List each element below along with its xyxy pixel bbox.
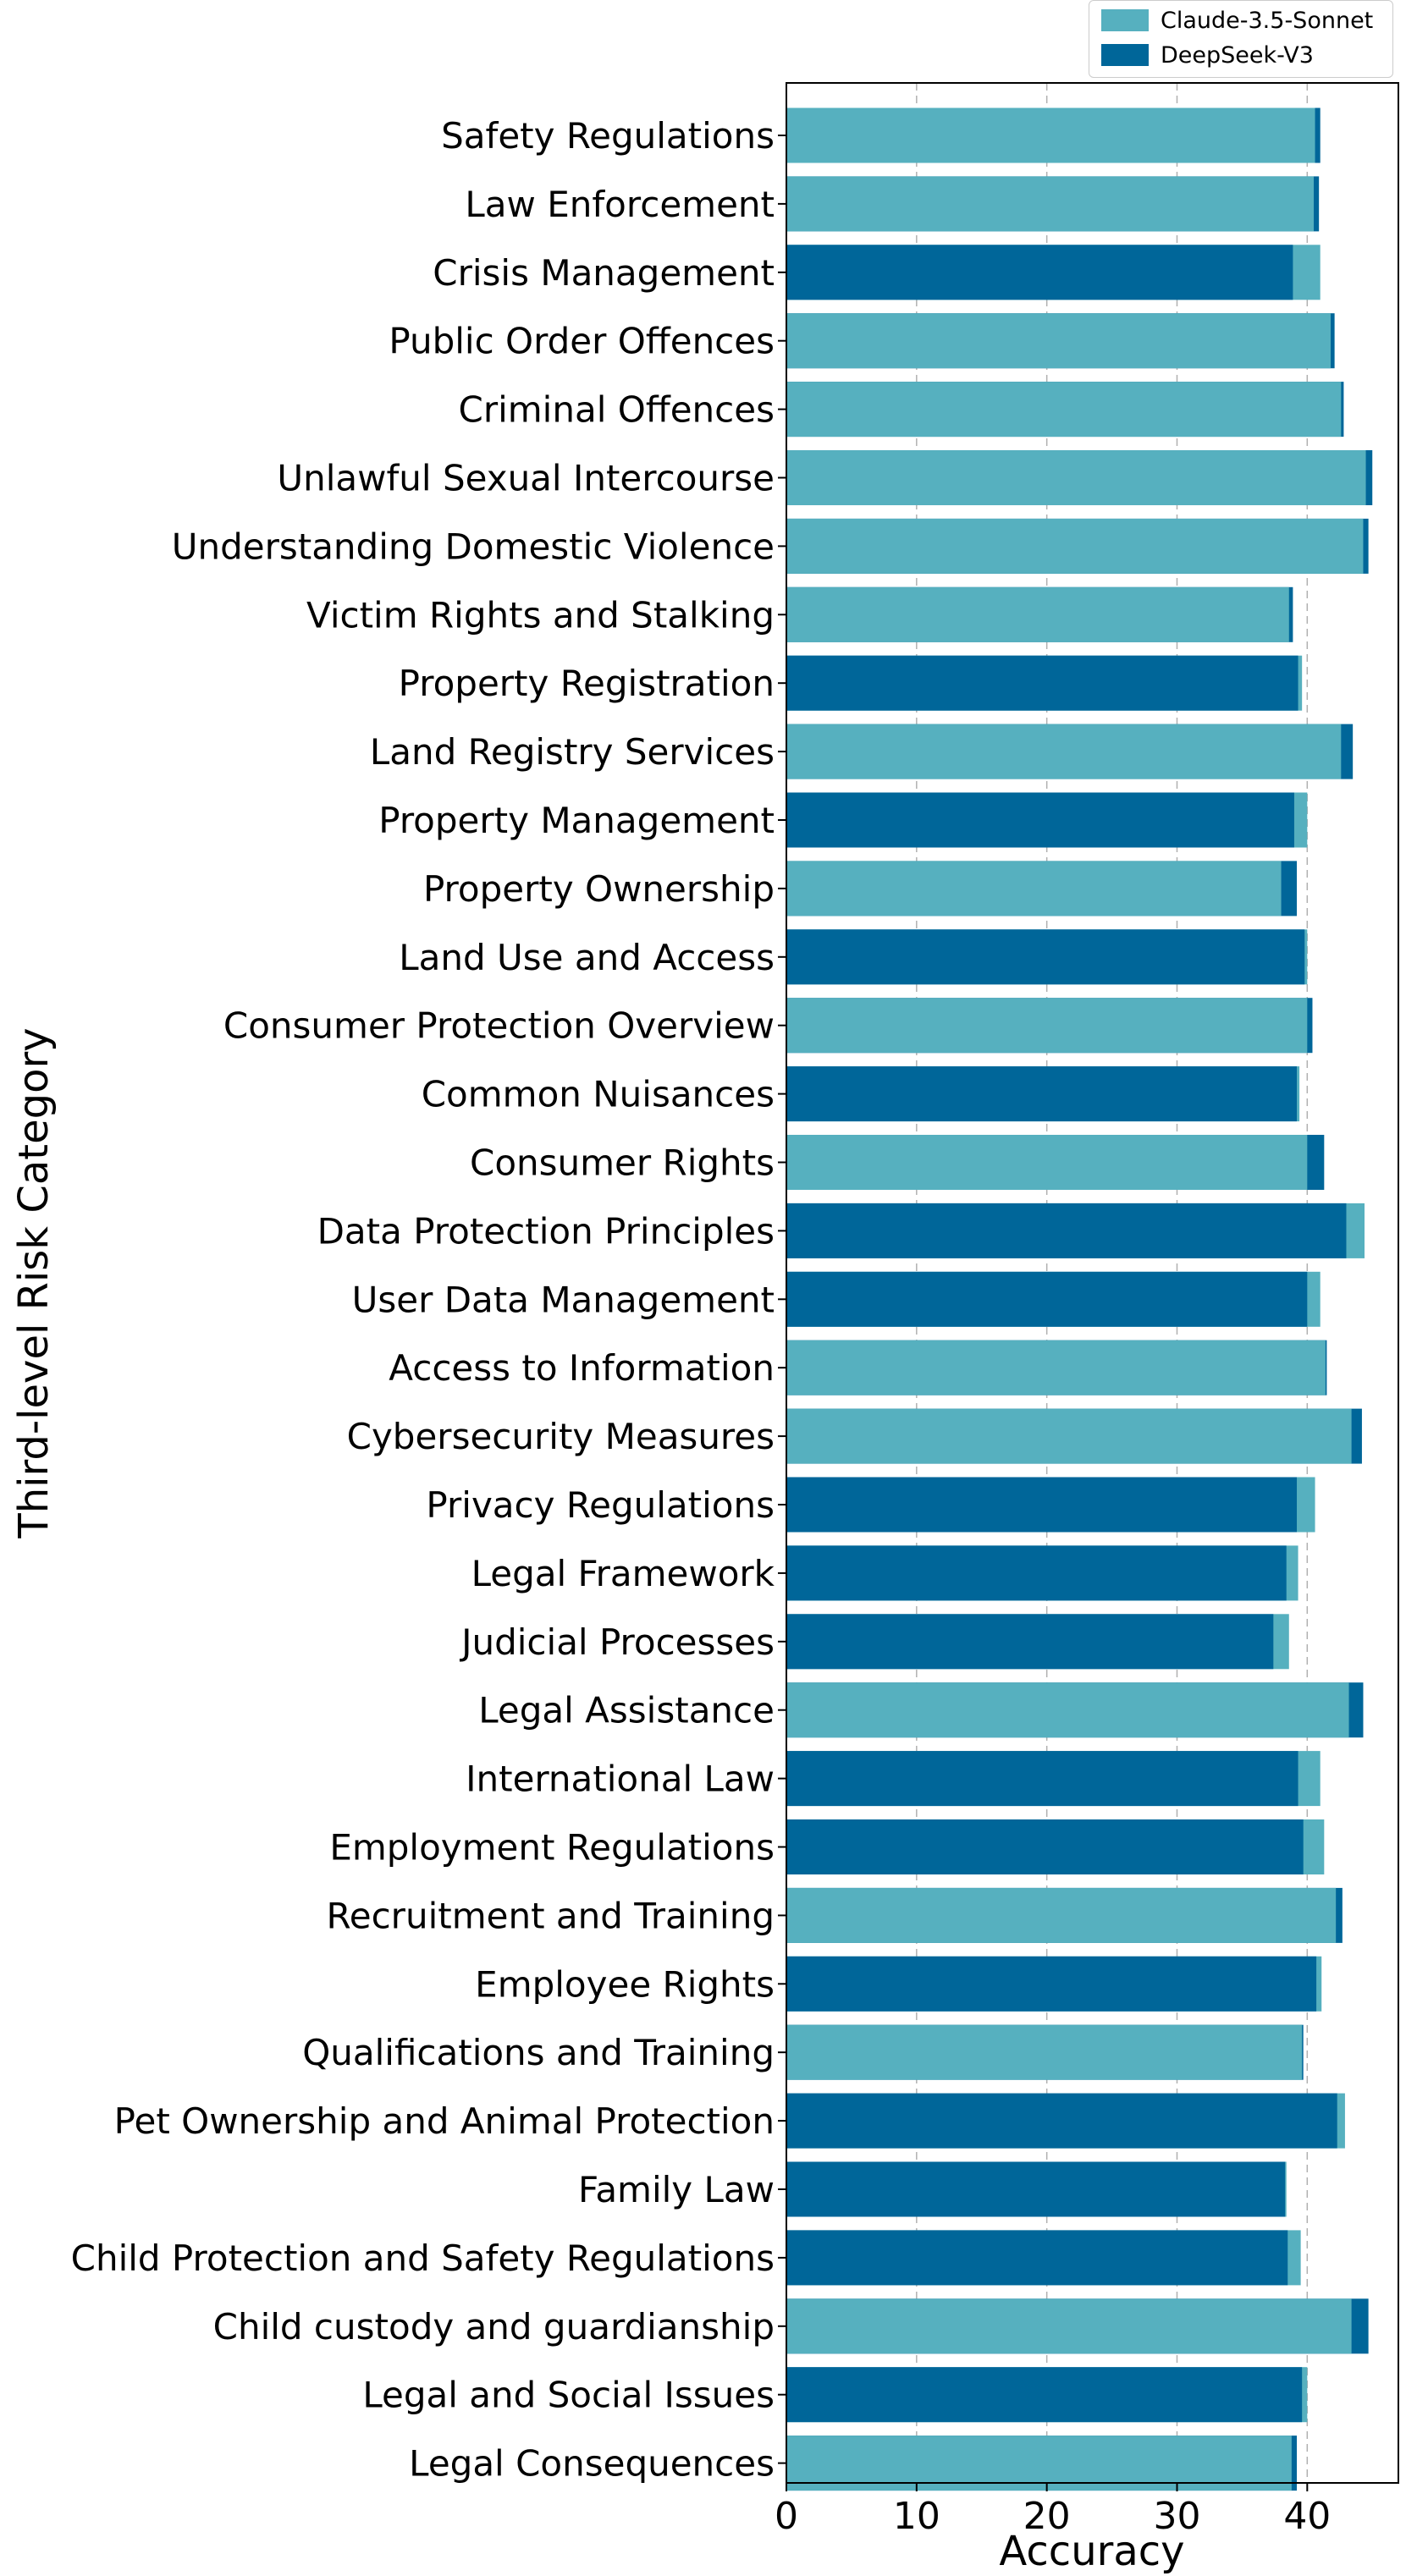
- bar-claude-qualifications-and-training: [786, 2024, 1303, 2080]
- category-label-recruitment-and-training: Recruitment and Training: [326, 1895, 775, 1936]
- category-label-data-protection-principles: Data Protection Principles: [317, 1210, 775, 1252]
- bar-deepseek-land-use-and-access: [786, 929, 1305, 985]
- legend-swatch-deepseek: [1101, 44, 1149, 66]
- bar-claude-law-enforcement: [786, 176, 1315, 232]
- category-label-safety-regulations: Safety Regulations: [441, 115, 775, 157]
- bar-claude-public-order-offences: [786, 313, 1332, 369]
- bar-claude-victim-rights-and-stalking: [786, 586, 1289, 642]
- y-axis-label: Third-level Risk Category: [10, 1027, 58, 1538]
- category-label-judicial-processes: Judicial Processes: [459, 1621, 775, 1663]
- bar-deepseek-employee-rights: [786, 1956, 1317, 2012]
- category-label-pet-ownership-and-animal-protection: Pet Ownership and Animal Protection: [114, 2100, 775, 2142]
- category-label-criminal-offences: Criminal Offences: [459, 389, 775, 431]
- category-label-access-to-information: Access to Information: [389, 1347, 775, 1389]
- legend-label-deepseek: DeepSeek-V3: [1161, 41, 1314, 69]
- category-label-common-nuisances: Common Nuisances: [422, 1074, 775, 1115]
- category-label-property-registration: Property Registration: [399, 663, 775, 704]
- category-label-cybersecurity-measures: Cybersecurity Measures: [347, 1416, 775, 1457]
- bar-claude-land-registry-services: [786, 724, 1342, 779]
- category-label-legal-framework: Legal Framework: [471, 1553, 775, 1594]
- category-label-international-law: International Law: [466, 1759, 775, 1800]
- x-tick-label-0: 0: [775, 2495, 798, 2538]
- legend-label-claude: Claude-3.5-Sonnet: [1161, 7, 1374, 34]
- bar-deepseek-common-nuisances: [786, 1066, 1298, 1122]
- bar-claude-safety-regulations: [786, 107, 1315, 163]
- bar-claude-access-to-information: [786, 1340, 1326, 1395]
- category-label-child-protection-and-safety-regulations: Child Protection and Safety Regulations: [71, 2237, 775, 2279]
- category-label-consumer-rights: Consumer Rights: [470, 1142, 775, 1184]
- category-label-legal-and-social-issues: Legal and Social Issues: [362, 2375, 775, 2416]
- bar-claude-cybersecurity-measures: [786, 1408, 1352, 1464]
- category-label-family-law: Family Law: [578, 2169, 775, 2210]
- bar-claude-understanding-domestic-violence: [786, 518, 1364, 574]
- category-label-law-enforcement: Law Enforcement: [465, 184, 775, 225]
- category-label-land-use-and-access: Land Use and Access: [399, 937, 775, 978]
- x-ticks: 0 10 20 30 40: [775, 2483, 1331, 2538]
- category-label-qualifications-and-training: Qualifications and Training: [302, 2032, 775, 2073]
- plot-frame: [786, 82, 1399, 2484]
- category-label-privacy-regulations: Privacy Regulations: [426, 1484, 775, 1526]
- bar-deepseek-data-protection-principles: [786, 1203, 1347, 1258]
- x-tick-label-10: 10: [893, 2495, 940, 2538]
- category-label-legal-consequences: Legal Consequences: [409, 2443, 775, 2485]
- bar-deepseek-user-data-management: [786, 1271, 1308, 1327]
- legend-item-deepseek: DeepSeek-V3: [1101, 38, 1314, 72]
- bar-deepseek-property-registration: [786, 655, 1298, 711]
- category-label-employee-rights: Employee Rights: [475, 1963, 775, 2005]
- bar-deepseek-property-management: [786, 792, 1294, 848]
- bar-claude-unlawful-sexual-intercourse: [786, 450, 1366, 505]
- bars-group: [786, 107, 1373, 2491]
- bar-deepseek-legal-and-social-issues: [786, 2367, 1303, 2423]
- bar-claude-recruitment-and-training: [786, 1887, 1337, 1943]
- x-tick-label-20: 20: [1023, 2495, 1071, 2538]
- bar-deepseek-pet-ownership-and-animal-protection: [786, 2093, 1337, 2149]
- bar-claude-consumer-protection-overview: [786, 998, 1308, 1054]
- bar-claude-child-custody-and-guardianship: [786, 2298, 1352, 2354]
- category-label-understanding-domestic-violence: Understanding Domestic Violence: [172, 526, 775, 567]
- bar-claude-property-ownership: [786, 861, 1282, 916]
- category-labels: Safety Regulations Law Enforcement Crisis …: [71, 115, 786, 2485]
- bar-claude-legal-consequences: [786, 2436, 1292, 2491]
- bar-deepseek-international-law: [786, 1751, 1298, 1807]
- legend-swatch-claude: [1101, 9, 1149, 31]
- category-label-consumer-protection-overview: Consumer Protection Overview: [223, 1005, 775, 1047]
- category-label-property-ownership: Property Ownership: [423, 868, 775, 910]
- category-label-land-registry-services: Land Registry Services: [370, 731, 775, 773]
- category-label-child-custody-and-guardianship: Child custody and guardianship: [213, 2306, 775, 2348]
- bar-deepseek-child-protection-and-safety-regulations: [786, 2230, 1288, 2286]
- category-label-legal-assistance: Legal Assistance: [478, 1690, 775, 1731]
- x-tick-label-30: 30: [1153, 2495, 1200, 2538]
- legend-item-claude: Claude-3.5-Sonnet: [1101, 3, 1373, 37]
- bar-deepseek-judicial-processes: [786, 1614, 1274, 1670]
- bar-deepseek-employment-regulations: [786, 1819, 1304, 1874]
- category-label-unlawful-sexual-intercourse: Unlawful Sexual Intercourse: [277, 458, 775, 499]
- bar-deepseek-legal-framework: [786, 1545, 1287, 1601]
- category-label-user-data-management: User Data Management: [352, 1279, 775, 1320]
- category-label-employment-regulations: Employment Regulations: [329, 1827, 775, 1869]
- x-tick-label-40: 40: [1283, 2495, 1331, 2538]
- bar-claude-consumer-rights: [786, 1135, 1308, 1190]
- category-label-public-order-offences: Public Order Offences: [389, 321, 775, 362]
- category-label-victim-rights-and-stalking: Victim Rights and Stalking: [306, 594, 775, 636]
- bar-deepseek-crisis-management: [786, 245, 1293, 300]
- category-label-property-management: Property Management: [378, 800, 775, 841]
- x-axis-label: Accuracy: [999, 2528, 1184, 2575]
- bar-deepseek-family-law: [786, 2161, 1286, 2217]
- category-label-crisis-management: Crisis Management: [433, 252, 775, 294]
- bar-claude-legal-assistance: [786, 1682, 1349, 1738]
- bar-deepseek-privacy-regulations: [786, 1477, 1298, 1533]
- bar-claude-criminal-offences: [786, 382, 1342, 438]
- legend: Claude-3.5-Sonnet DeepSeek-V3: [1089, 0, 1393, 78]
